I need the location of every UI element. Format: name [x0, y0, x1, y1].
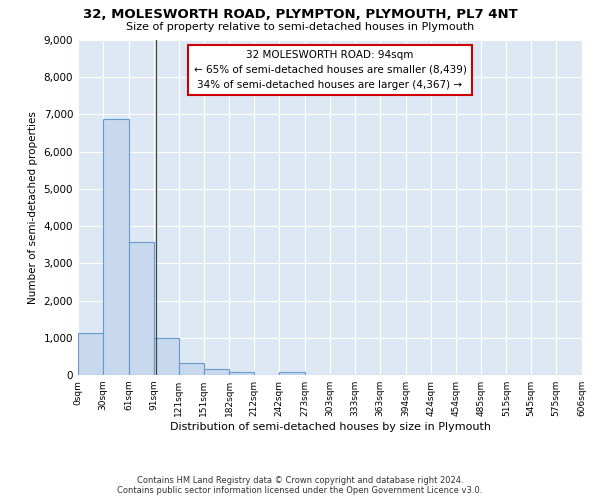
- Text: 32 MOLESWORTH ROAD: 94sqm
← 65% of semi-detached houses are smaller (8,439)
34% : 32 MOLESWORTH ROAD: 94sqm ← 65% of semi-…: [194, 50, 466, 90]
- X-axis label: Distribution of semi-detached houses by size in Plymouth: Distribution of semi-detached houses by …: [170, 422, 491, 432]
- Y-axis label: Number of semi-detached properties: Number of semi-detached properties: [28, 111, 38, 304]
- Text: 32, MOLESWORTH ROAD, PLYMPTON, PLYMOUTH, PL7 4NT: 32, MOLESWORTH ROAD, PLYMPTON, PLYMOUTH,…: [83, 8, 517, 20]
- Bar: [229, 372, 254, 375]
- Bar: [203, 370, 229, 375]
- Bar: [279, 372, 305, 375]
- Bar: [103, 120, 129, 375]
- Text: Contains HM Land Registry data © Crown copyright and database right 2024.
Contai: Contains HM Land Registry data © Crown c…: [118, 476, 482, 495]
- Bar: [154, 338, 179, 375]
- Bar: [179, 362, 203, 375]
- Bar: [129, 242, 154, 375]
- Bar: [78, 334, 103, 375]
- Text: Size of property relative to semi-detached houses in Plymouth: Size of property relative to semi-detach…: [126, 22, 474, 32]
